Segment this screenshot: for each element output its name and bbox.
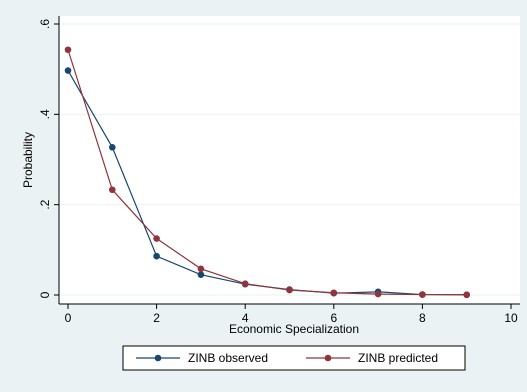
data-point-predicted [286, 286, 293, 294]
x-tick-label: 2 [153, 311, 160, 325]
x-tick-label: 6 [330, 311, 337, 325]
legend: ZINB observed ZINB predicted [122, 345, 466, 371]
data-point-observed [109, 144, 116, 151]
data-point-predicted [153, 235, 160, 242]
data-point-observed [153, 252, 160, 260]
x-tick-label: 10 [504, 311, 518, 325]
data-point-predicted [463, 291, 471, 299]
x-tick-label: 4 [242, 311, 249, 325]
data-point-observed [197, 271, 205, 278]
axes: 0 .2 .4 .6 0 2 4 6 8 10 [38, 16, 520, 325]
y-axis-label: Probability [21, 132, 35, 188]
legend-marker-predicted [324, 354, 332, 362]
y-tick-label: .2 [38, 199, 52, 209]
x-tick-label: 0 [65, 311, 72, 325]
data-point-predicted [330, 289, 338, 297]
data-point-observed [64, 67, 72, 74]
data-point-predicted [374, 290, 382, 298]
series-line-predicted [67, 49, 467, 296]
series-layer [64, 46, 471, 299]
y-tick-label: .6 [38, 19, 52, 29]
data-point-predicted [419, 291, 426, 298]
y-tick-label: 0 [38, 291, 52, 298]
y-tick-label: .4 [38, 109, 52, 119]
data-point-predicted [197, 265, 205, 273]
data-point-predicted [64, 46, 72, 54]
data-point-predicted [109, 186, 116, 194]
x-tick-label: 8 [419, 311, 426, 325]
legend-marker-observed [154, 354, 162, 362]
legend-label-predicted: ZINB predicted [358, 351, 438, 365]
legend-label-observed: ZINB observed [188, 351, 268, 365]
data-point-predicted [241, 280, 249, 288]
x-axis-label: Economic Specialization [229, 322, 359, 336]
plot-area [59, 16, 520, 304]
